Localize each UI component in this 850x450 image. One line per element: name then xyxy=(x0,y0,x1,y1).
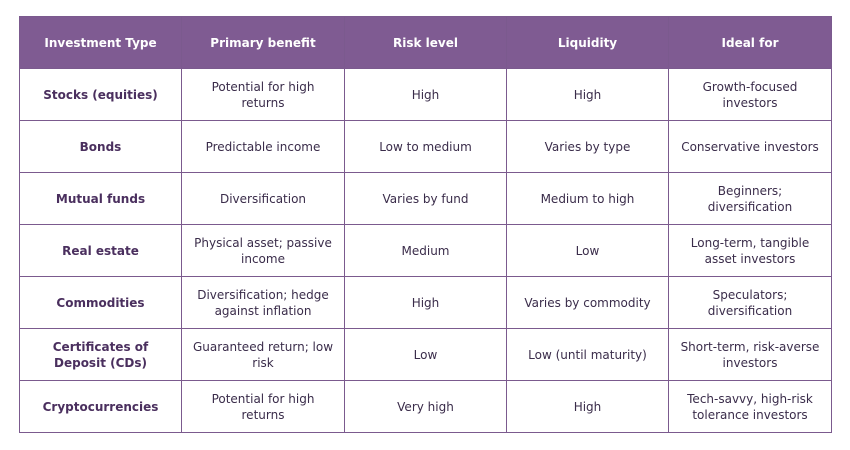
header-primary-benefit: Primary benefit xyxy=(181,16,345,69)
cell-liquidity: Varies by commodity xyxy=(506,276,669,329)
cell-investment-type: Certificates of Deposit (CDs) xyxy=(19,328,182,381)
table-row: Real estate Physical asset; passive inco… xyxy=(19,224,832,277)
header-risk-level: Risk level xyxy=(344,16,507,69)
table-row: Bonds Predictable income Low to medium V… xyxy=(19,120,832,173)
cell-primary-benefit: Diversification; hedge against inflation xyxy=(181,276,345,329)
cell-ideal-for: Short-term, risk-averse investors xyxy=(668,328,832,381)
table-row: Stocks (equities) Potential for high ret… xyxy=(19,68,832,121)
cell-risk-level: Low to medium xyxy=(344,120,507,173)
cell-investment-type: Stocks (equities) xyxy=(19,68,182,121)
cell-ideal-for: Growth-focused investors xyxy=(668,68,832,121)
header-ideal-for: Ideal for xyxy=(668,16,832,69)
table-body: Stocks (equities) Potential for high ret… xyxy=(19,68,832,433)
cell-risk-level: High xyxy=(344,276,507,329)
table-row: Cryptocurrencies Potential for high retu… xyxy=(19,380,832,433)
table-header: Investment Type Primary benefit Risk lev… xyxy=(19,16,832,69)
cell-primary-benefit: Guaranteed return; low risk xyxy=(181,328,345,381)
investment-comparison-table: Investment Type Primary benefit Risk lev… xyxy=(19,16,832,433)
header-investment-type: Investment Type xyxy=(19,16,182,69)
cell-primary-benefit: Diversification xyxy=(181,172,345,225)
investment-comparison-table-container: Investment Type Primary benefit Risk lev… xyxy=(19,16,832,433)
cell-liquidity: High xyxy=(506,68,669,121)
cell-ideal-for: Conservative investors xyxy=(668,120,832,173)
cell-liquidity: High xyxy=(506,380,669,433)
cell-investment-type: Commodities xyxy=(19,276,182,329)
table-row: Mutual funds Diversification Varies by f… xyxy=(19,172,832,225)
cell-primary-benefit: Physical asset; passive income xyxy=(181,224,345,277)
cell-investment-type: Real estate xyxy=(19,224,182,277)
cell-ideal-for: Speculators; diversification xyxy=(668,276,832,329)
cell-liquidity: Varies by type xyxy=(506,120,669,173)
cell-ideal-for: Long-term, tangible asset investors xyxy=(668,224,832,277)
cell-primary-benefit: Predictable income xyxy=(181,120,345,173)
header-liquidity: Liquidity xyxy=(506,16,669,69)
cell-primary-benefit: Potential for high returns xyxy=(181,380,345,433)
cell-risk-level: Medium xyxy=(344,224,507,277)
cell-liquidity: Low xyxy=(506,224,669,277)
cell-risk-level: Low xyxy=(344,328,507,381)
cell-investment-type: Mutual funds xyxy=(19,172,182,225)
cell-risk-level: Very high xyxy=(344,380,507,433)
cell-liquidity: Low (until maturity) xyxy=(506,328,669,381)
table-row: Commodities Diversification; hedge again… xyxy=(19,276,832,329)
cell-primary-benefit: Potential for high returns xyxy=(181,68,345,121)
header-row: Investment Type Primary benefit Risk lev… xyxy=(19,16,832,69)
table-row: Certificates of Deposit (CDs) Guaranteed… xyxy=(19,328,832,381)
cell-risk-level: High xyxy=(344,68,507,121)
cell-ideal-for: Tech-savvy, high-risk tolerance investor… xyxy=(668,380,832,433)
cell-ideal-for: Beginners; diversification xyxy=(668,172,832,225)
cell-risk-level: Varies by fund xyxy=(344,172,507,225)
cell-investment-type: Bonds xyxy=(19,120,182,173)
cell-liquidity: Medium to high xyxy=(506,172,669,225)
cell-investment-type: Cryptocurrencies xyxy=(19,380,182,433)
